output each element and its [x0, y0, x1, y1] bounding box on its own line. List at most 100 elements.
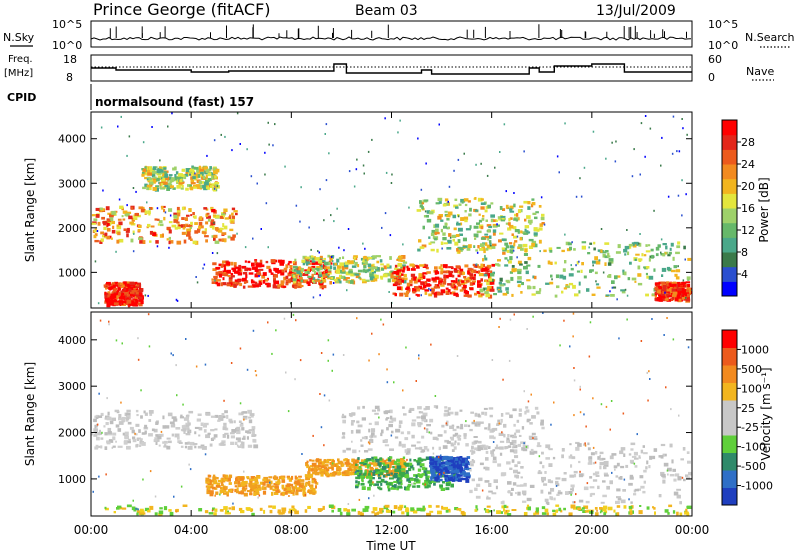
- heatmap-cell: [245, 280, 249, 284]
- heatmap-cell: [215, 491, 219, 495]
- heatmap-cell: [374, 483, 379, 486]
- heatmap-cell: [273, 475, 277, 479]
- heatmap-cell: [667, 467, 672, 472]
- heatmap-cell: [583, 166, 586, 169]
- heatmap-cell: [385, 439, 388, 444]
- heatmap-cell: [529, 221, 532, 225]
- heatmap-cell: [428, 236, 431, 239]
- heatmap-cell: [511, 439, 517, 444]
- heatmap-cell: [472, 281, 476, 285]
- heatmap-cell: [549, 496, 552, 500]
- heatmap-cell: [646, 460, 649, 465]
- heatmap-cell: [221, 489, 224, 493]
- heatmap-cell: [251, 280, 255, 284]
- heatmap-cell: [421, 417, 426, 422]
- colorbar-swatch: [722, 134, 737, 150]
- heatmap-cell: [106, 441, 111, 445]
- heatmap-cell: [524, 261, 528, 264]
- heatmap-cell: [296, 278, 300, 282]
- heatmap-cell: [186, 168, 190, 173]
- heatmap-cell: [295, 487, 299, 492]
- heatmap-cell: [237, 445, 242, 448]
- heatmap-cell: [644, 115, 647, 117]
- heatmap-cell: [671, 294, 677, 297]
- heatmap-cell: [664, 291, 666, 294]
- heatmap-cell: [580, 195, 583, 198]
- heatmap-cell: [143, 172, 147, 176]
- heatmap-cell: [459, 289, 464, 292]
- heatmap-cell: [463, 424, 468, 427]
- heatmap-cell: [402, 406, 405, 409]
- heatmap-cell: [248, 484, 253, 488]
- heatmap-cell: [240, 510, 245, 514]
- heatmap-cell: [151, 180, 156, 184]
- heatmap-cell: [592, 260, 597, 264]
- heatmap-cell: [146, 170, 152, 173]
- heatmap-cell: [686, 505, 692, 509]
- heatmap-cell: [328, 152, 330, 155]
- heatmap-cell: [527, 285, 531, 290]
- y-tick-label: 4000: [58, 334, 86, 347]
- heatmap-cell: [400, 468, 406, 471]
- heatmap-cell: [93, 433, 98, 437]
- heatmap-cell: [651, 293, 657, 296]
- heatmap-cell: [233, 264, 237, 268]
- heatmap-cell: [583, 413, 585, 416]
- heatmap-cell: [437, 475, 440, 479]
- heatmap-cell: [295, 281, 298, 285]
- heatmap-cell: [91, 433, 93, 436]
- heatmap-cell: [516, 235, 519, 238]
- heatmap-cell: [672, 291, 678, 295]
- heatmap-cell: [421, 435, 425, 439]
- heatmap-cell: [662, 243, 667, 246]
- heatmap-cell: [142, 206, 145, 210]
- heatmap-cell: [392, 465, 395, 469]
- heatmap-cell: [351, 412, 355, 416]
- heatmap-cell: [458, 249, 461, 254]
- heatmap-cell: [425, 266, 429, 270]
- heatmap-cell: [457, 283, 462, 287]
- heatmap-cell: [631, 510, 634, 514]
- heatmap-cell: [144, 166, 147, 171]
- heatmap-cell: [182, 403, 184, 406]
- heatmap-cell: [408, 462, 413, 466]
- heatmap-cell: [135, 291, 139, 295]
- heatmap-cell: [127, 440, 131, 444]
- heatmap-cell: [451, 464, 456, 469]
- heatmap-cell: [112, 432, 117, 436]
- heatmap-cell: [244, 480, 248, 485]
- heatmap-cell: [687, 257, 692, 261]
- heatmap-cell: [224, 512, 230, 515]
- heatmap-cell: [304, 483, 308, 487]
- heatmap-cell: [184, 445, 187, 449]
- heatmap-cell: [282, 492, 285, 497]
- heatmap-cell: [369, 481, 374, 485]
- heatmap-cell: [130, 300, 134, 303]
- heatmap-cell: [431, 277, 436, 281]
- heatmap-cell: [473, 264, 477, 268]
- heatmap-cell: [248, 416, 252, 419]
- heatmap-cell: [193, 443, 198, 445]
- heatmap-cell: [165, 177, 169, 181]
- heatmap-cell: [438, 446, 441, 451]
- heatmap-cell: [292, 274, 296, 278]
- heatmap-cell: [421, 281, 424, 286]
- heatmap-cell: [663, 289, 667, 292]
- heatmap-cell: [513, 242, 516, 247]
- heatmap-cell: [293, 487, 295, 490]
- heatmap-cell: [226, 414, 229, 419]
- heatmap-cell: [274, 281, 278, 284]
- heatmap-cell: [212, 262, 217, 266]
- heatmap-cell: [465, 476, 471, 479]
- heatmap-cell: [287, 262, 290, 266]
- heatmap-cell: [201, 166, 204, 170]
- heatmap-cell: [597, 485, 600, 490]
- heatmap-cell: [488, 490, 493, 493]
- heatmap-cell: [208, 512, 214, 515]
- heatmap-cell: [417, 468, 422, 472]
- heatmap-cell: [130, 285, 134, 288]
- heatmap-cell: [561, 477, 567, 482]
- heatmap-cell: [563, 472, 567, 475]
- heatmap-cell: [469, 428, 473, 432]
- heatmap-cell: [283, 276, 287, 281]
